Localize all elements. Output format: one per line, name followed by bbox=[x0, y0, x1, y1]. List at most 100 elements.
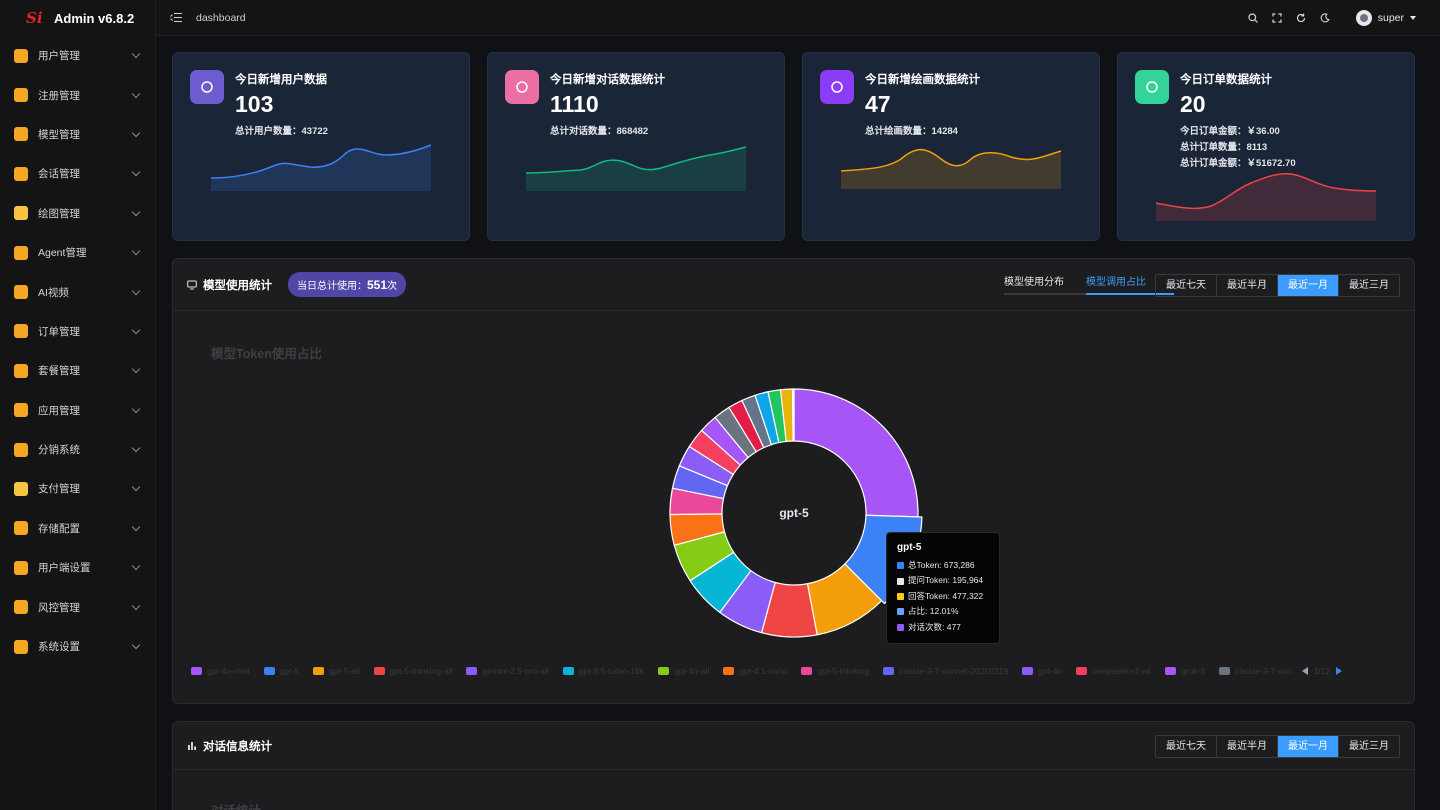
collapse-menu-icon[interactable] bbox=[169, 12, 182, 23]
donut-center-label: gpt-5 bbox=[779, 506, 809, 520]
range-one-month[interactable]: 最近一月 bbox=[1277, 736, 1338, 757]
tab-model-ratio[interactable]: 模型调用占比 bbox=[1086, 273, 1174, 295]
legend-pager: 1/12 bbox=[1301, 666, 1343, 676]
stat-sub-line: 总计订单金额：￥51672.70 bbox=[1180, 158, 1296, 169]
chevron-down-icon bbox=[131, 522, 141, 532]
sidebar-item-label: 支付管理 bbox=[38, 483, 80, 496]
tooltip-row: 总Token: 673,286 bbox=[897, 558, 989, 573]
tooltip-row: 占比: 12.01% bbox=[897, 604, 989, 619]
sidebar-item[interactable]: 支付管理 bbox=[0, 469, 155, 508]
sidebar-item[interactable]: 分销系统 bbox=[0, 430, 155, 469]
stat-value: 47 bbox=[865, 91, 891, 117]
sidebar-item[interactable]: Agent管理 bbox=[0, 233, 155, 272]
legend-swatch bbox=[1022, 667, 1034, 675]
legend-item[interactable]: grok-3 bbox=[1164, 666, 1205, 676]
sidebar-item-label: 系统设置 bbox=[38, 641, 80, 654]
chevron-down-icon bbox=[131, 365, 141, 374]
sidebar-item[interactable]: 用户管理 bbox=[0, 36, 155, 75]
range-7-days[interactable]: 最近七天 bbox=[1166, 280, 1206, 291]
legend-item[interactable]: claude-3-7-son bbox=[1218, 666, 1292, 676]
legend-item[interactable]: gpt-4.1-nano bbox=[723, 666, 787, 676]
fullscreen-icon[interactable] bbox=[1272, 12, 1282, 23]
legend-swatch bbox=[882, 667, 894, 675]
legend-swatch bbox=[723, 667, 735, 675]
legend-label: gpt-5 bbox=[279, 666, 299, 676]
legend-item[interactable]: deepseek-r1-all bbox=[1076, 666, 1151, 676]
sidebar-item[interactable]: 会话管理 bbox=[0, 154, 155, 193]
sidebar-item[interactable]: 风控管理 bbox=[0, 587, 155, 626]
sidebar-item[interactable]: 存储配置 bbox=[0, 509, 155, 548]
panel-title: 模型使用统计 bbox=[203, 279, 272, 292]
user-icon bbox=[190, 70, 224, 104]
refresh-icon[interactable] bbox=[1296, 13, 1306, 23]
tooltip-row: 提问Token: 195,964 bbox=[897, 573, 989, 588]
stat-title: 今日新增对话数据统计 bbox=[550, 74, 665, 86]
donut-chart[interactable]: gpt-5 bbox=[173, 259, 1416, 705]
legend-item[interactable]: gemini-2.5-pro-all bbox=[466, 666, 549, 676]
sidebar-item[interactable]: 套餐管理 bbox=[0, 351, 155, 390]
panel-title: 对话信息统计 bbox=[203, 740, 272, 753]
user-menu[interactable]: super bbox=[1355, 9, 1416, 26]
client-settings-icon bbox=[14, 560, 28, 575]
user-name: super bbox=[1377, 11, 1404, 24]
brand[interactable]: Si Admin v6.8.2 bbox=[0, 0, 155, 36]
range-one-month[interactable]: 最近一月 bbox=[1277, 275, 1338, 296]
range-7-days[interactable]: 最近七天 bbox=[1166, 741, 1206, 752]
chart-legend: gpt-4o-mini gpt-5 gpt-5-all gpt-5-thinking-… bbox=[191, 666, 1343, 676]
dark-mode-icon[interactable] bbox=[1320, 12, 1330, 23]
legend-item[interactable]: gpt-5 bbox=[263, 666, 299, 676]
user-manage-icon bbox=[14, 48, 28, 63]
tooltip-row-text: 回答Token: 477,322 bbox=[908, 590, 984, 601]
sidebar-item[interactable]: 注册管理 bbox=[0, 75, 155, 114]
app-title: Admin v6.8.2 bbox=[54, 10, 135, 26]
sidebar-item-label: 分销系统 bbox=[38, 444, 80, 457]
tooltip-row-icon bbox=[897, 562, 904, 570]
tooltip-row-icon bbox=[897, 623, 904, 631]
sidebar-item[interactable]: 模型管理 bbox=[0, 115, 155, 154]
legend-next-icon[interactable] bbox=[1336, 667, 1343, 675]
sidebar-item[interactable]: AI视频 bbox=[0, 272, 155, 311]
sparkline bbox=[841, 148, 1062, 189]
sidebar-item[interactable]: 系统设置 bbox=[0, 627, 155, 666]
legend-swatch bbox=[1076, 667, 1088, 675]
legend-item[interactable]: gpt-4o bbox=[1022, 666, 1062, 676]
sidebar-item[interactable]: 订单管理 bbox=[0, 312, 155, 351]
pie-slice[interactable] bbox=[791, 388, 795, 442]
legend-prev-icon[interactable] bbox=[1301, 667, 1308, 675]
legend-label: claude-3-7-son bbox=[1234, 666, 1292, 676]
legend-swatch bbox=[657, 667, 669, 675]
legend-item[interactable]: gpt-3.5-turbo-16k bbox=[562, 666, 644, 676]
top-header: dashboard super bbox=[156, 0, 1440, 36]
sidebar-item-label: 用户端设置 bbox=[38, 562, 91, 575]
range-half-month[interactable]: 最近半月 bbox=[1216, 275, 1277, 296]
legend-item[interactable]: gpt-4o-all bbox=[657, 666, 710, 676]
legend-item[interactable]: gpt-5-thinking-all bbox=[373, 666, 452, 676]
sidebar-item[interactable]: 绘图管理 bbox=[0, 194, 155, 233]
chevron-down-icon bbox=[131, 443, 141, 453]
stat-value: 20 bbox=[1180, 91, 1206, 117]
legend-item[interactable]: gpt-5-thinking bbox=[801, 666, 869, 676]
tooltip-row-text: 对话次数: 477 bbox=[908, 621, 961, 632]
legend-label: gpt-4o-all bbox=[673, 666, 710, 676]
legend-item[interactable]: claude-3-7-sonnet-20250219 bbox=[882, 666, 1008, 676]
search-icon[interactable] bbox=[1248, 12, 1258, 23]
sidebar-item[interactable]: 用户端设置 bbox=[0, 548, 155, 587]
sidebar-menu: 用户管理 注册管理 模型管理 会话管理 绘图管理 Agent管理 AI视频 订单管理 套餐管理应… bbox=[0, 36, 155, 666]
sidebar-item-label: 存储配置 bbox=[38, 522, 80, 535]
legend-item[interactable]: gpt-4o-mini bbox=[191, 666, 250, 676]
register-icon bbox=[14, 88, 28, 103]
breadcrumb[interactable]: dashboard bbox=[196, 11, 246, 24]
range-half-month[interactable]: 最近半月 bbox=[1216, 736, 1277, 757]
stat-sub-line: 今日订单金额：￥36.00 bbox=[1180, 126, 1280, 137]
pie-slice[interactable] bbox=[793, 388, 919, 518]
legend-item[interactable]: gpt-5-all bbox=[312, 666, 360, 676]
tooltip-row-icon bbox=[897, 608, 904, 616]
range-three-months[interactable]: 最近三月 bbox=[1338, 736, 1399, 757]
sidebar-item[interactable]: 应用管理 bbox=[0, 391, 155, 430]
tab-model-distribution[interactable]: 模型使用分布 bbox=[1004, 277, 1064, 288]
pill-suffix: 次 bbox=[387, 281, 398, 292]
dialog-stats-panel: 对话信息统计 最近七天 最近半月 最近一月 最近三月 对话统计 bbox=[172, 721, 1415, 810]
stat-subtext: 总计用户数量：43722 bbox=[235, 124, 328, 140]
chevron-down-icon bbox=[1410, 15, 1416, 20]
range-three-months[interactable]: 最近三月 bbox=[1338, 275, 1399, 296]
